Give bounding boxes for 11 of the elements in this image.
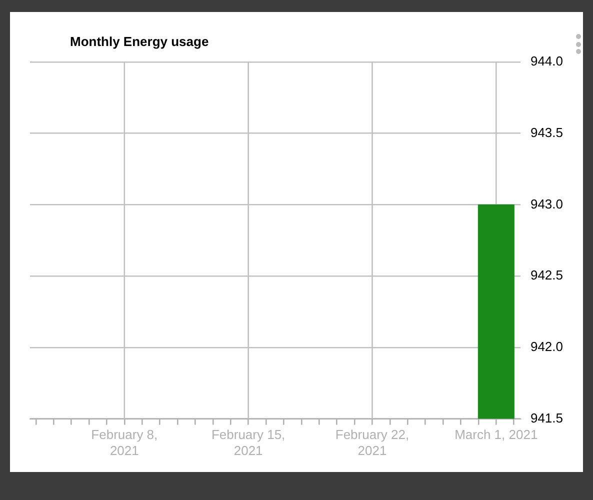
x-tick-label: February 8, 2021 [91, 427, 158, 458]
y-tick-label: 942.0 [530, 339, 564, 354]
x-tick-label: February 15, 2021 [211, 427, 286, 458]
y-tick-label: 943.5 [530, 124, 564, 140]
y-tick-label: 941.5 [530, 410, 564, 426]
y-tick-label: 944.0 [530, 54, 564, 69]
chart-title: Monthly Energy usage [70, 34, 209, 49]
y-tick-label: 943.0 [530, 196, 564, 212]
x-tick-label: February 22, 2021 [335, 427, 410, 458]
y-tick-label: 942.5 [530, 268, 564, 283]
x-tick-label: March 1, 2021 [454, 427, 538, 442]
